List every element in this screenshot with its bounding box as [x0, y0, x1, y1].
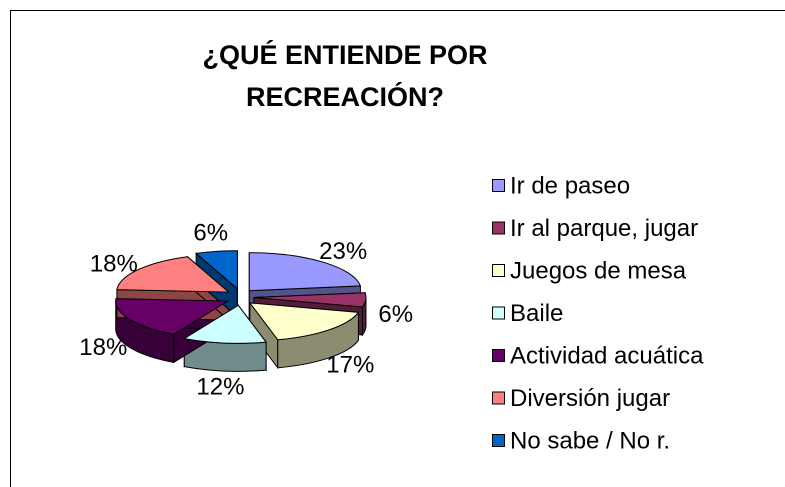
legend-swatch: [492, 391, 505, 405]
legend-label: No sabe / No r.: [510, 427, 670, 454]
pie-slice: [182, 304, 268, 344]
chart-frame: [10, 10, 785, 487]
legend-label: Ir de paseo: [510, 172, 630, 199]
legend-swatch: [492, 434, 505, 447]
legend-swatch: [492, 179, 505, 192]
legend-label: Actividad acuática: [510, 342, 704, 369]
legend-swatch: [492, 221, 505, 235]
legend-label: Juegos de mesa: [510, 257, 687, 284]
data-label: 6%: [193, 220, 228, 247]
legend-swatch: [492, 349, 505, 362]
pie-slice: [194, 250, 238, 290]
legend-swatch: [492, 306, 505, 320]
pie-slice: [115, 298, 230, 335]
data-label: 12%: [196, 374, 244, 401]
data-label: 6%: [378, 301, 413, 328]
legend-label: Baile: [510, 300, 563, 327]
data-label: 18%: [90, 250, 138, 277]
data-label: 17%: [326, 351, 374, 378]
legend-label: Diversión jugar: [510, 385, 670, 412]
chart-title: ¿QUÉ ENTIENDE POR RECREACIÓN?: [202, 40, 488, 112]
legend-label: Ir al parque, jugar: [510, 215, 698, 242]
data-label: 23%: [319, 238, 367, 265]
pie-slice: [248, 252, 362, 292]
legend-swatch: [492, 264, 505, 277]
pie-slice: [116, 256, 231, 293]
data-label: 18%: [79, 334, 127, 361]
pie-slice: [248, 302, 360, 341]
pie-slice: [253, 292, 367, 308]
